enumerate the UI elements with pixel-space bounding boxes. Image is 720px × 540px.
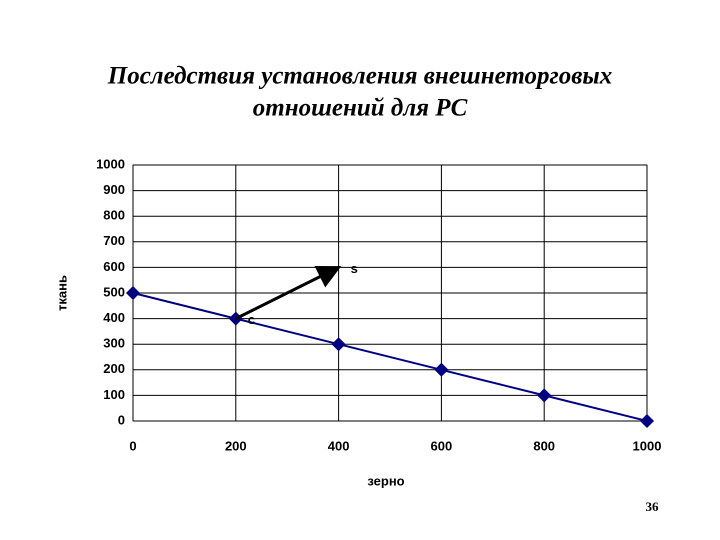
x-tick-label: 600 [431,438,453,453]
y-tick-label: 100 [103,387,125,402]
y-tick-label: 1000 [96,156,125,171]
page-number: 36 [646,499,660,514]
y-tick-label: 900 [103,182,125,197]
title-line: Последствия установления внешнеторговых [107,63,613,90]
x-tick-label: 0 [129,438,136,453]
marker [126,286,140,300]
y-tick-label: 800 [103,208,125,223]
annotation: s [351,261,358,276]
x-tick-label: 800 [533,438,555,453]
y-axis-label: ткань [54,275,69,311]
marker [434,362,449,377]
marker [537,388,552,403]
x-tick-label: 1000 [633,438,662,453]
x-axis-label: зерно [367,473,404,488]
y-tick-label: 500 [103,284,125,299]
series-line [132,292,648,422]
y-tick-label: 400 [103,310,125,325]
x-tick-label: 400 [328,438,350,453]
y-tick-label: 300 [103,336,125,351]
y-tick-label: 0 [118,412,125,427]
y-tick-label: 200 [103,361,125,376]
annotation: c [248,312,255,327]
x-tick-label: 200 [225,438,247,453]
y-tick-label: 700 [103,233,125,248]
y-tick-label: 600 [103,259,125,274]
title-line: отношений для РС [253,95,468,122]
marker [331,337,346,352]
arrow [235,266,342,320]
marker [640,414,654,428]
